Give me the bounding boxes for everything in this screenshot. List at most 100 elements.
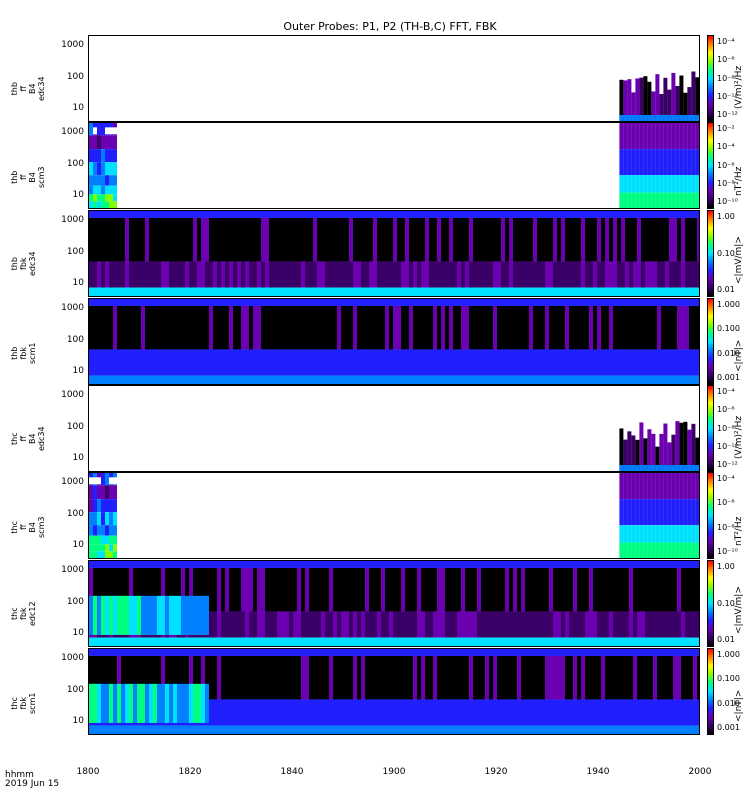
spectrogram-cell: [469, 561, 473, 568]
spectrogram-cell: [695, 542, 699, 558]
spectrogram-cell: [249, 261, 253, 288]
spectrogram-cell: [687, 499, 692, 526]
spectrogram-cell: [257, 611, 261, 638]
spectrogram-cell: [277, 211, 281, 218]
spectrogram-cell: [561, 287, 565, 296]
spectrogram-cell: [229, 567, 233, 612]
spectrogram-cell: [269, 611, 273, 638]
spectrogram-cell: [329, 655, 333, 700]
spectrogram-cell: [121, 349, 125, 376]
spectrogram-cell: [561, 725, 565, 734]
spectrogram-cell: [89, 637, 93, 646]
spectrogram-cell: [413, 211, 417, 218]
spectrogram-cell: [529, 217, 533, 262]
spectrogram-cell: [137, 299, 141, 306]
spectrogram-cell: [517, 725, 521, 734]
spectrogram-cell: [429, 305, 433, 350]
spectrogram-cell: [313, 349, 317, 376]
spectrogram-cell: [597, 375, 601, 384]
spectrogram-cell: [185, 261, 189, 288]
spectrogram-cell: [353, 299, 357, 306]
spectrogram-cell: [469, 567, 473, 612]
spectrogram-cell: [625, 567, 629, 612]
spectrogram-cell: [525, 287, 529, 296]
spectrogram-cell: [675, 499, 680, 526]
spectrogram-cell: [97, 637, 101, 646]
spectrogram-cell: [369, 649, 373, 656]
spectrogram-cell: [321, 375, 325, 384]
spectrogram-cell: [337, 725, 341, 734]
spectrogram-cell: [565, 349, 569, 376]
spectrogram-cell: [509, 299, 513, 306]
y-tick-label: 100: [66, 596, 84, 607]
spectrogram-cell: [297, 567, 301, 612]
spectrogram-cell: [289, 211, 293, 218]
spectrogram-cell: [269, 567, 273, 612]
spectrogram-cell: [113, 375, 117, 384]
spectrogram-cell: [669, 261, 673, 288]
y-tick-label: 1000: [61, 40, 84, 51]
spectrogram-cell: [345, 649, 349, 656]
spectrogram-cell: [93, 162, 97, 176]
spectrogram-cell: [545, 561, 549, 568]
spectrogram-cell: [577, 655, 581, 700]
spectrogram-cell: [317, 699, 321, 726]
spectrogram-cell: [153, 567, 157, 612]
spectrogram-cell: [97, 525, 101, 536]
spectrogram-cell: [101, 261, 105, 288]
spectrogram-cell: [441, 699, 445, 726]
spectrogram-cell: [629, 655, 633, 700]
spectrogram-cell: [369, 211, 373, 218]
spectrogram-cell: [325, 637, 329, 646]
spectrogram-cell: [345, 699, 349, 726]
spectrogram-cell: [617, 567, 621, 612]
spectrogram-cell: [217, 287, 221, 296]
spectrogram-cell: [329, 349, 333, 376]
spectrogram-cell: [533, 287, 537, 296]
spectrogram-cell: [201, 649, 205, 656]
spectrogram-cell: [205, 349, 209, 376]
spectrogram-cell: [647, 473, 652, 500]
spectrogram-cell: [633, 261, 637, 288]
spectrogram-cell: [225, 305, 229, 350]
spectrogram-cell: [541, 287, 545, 296]
spectrogram-cell: [277, 217, 281, 262]
spectrogram-cell: [565, 725, 569, 734]
spectrogram-cell: [635, 473, 640, 500]
spectrogram-cell: [609, 299, 613, 306]
panel-ylabel: thc fbk edc12: [10, 600, 37, 626]
spectrogram-cell: [97, 299, 101, 306]
spectrogram-cell: [401, 211, 405, 218]
spectrogram-cell: [641, 699, 645, 726]
spectrogram-cell: [457, 561, 461, 568]
spectrogram-cell: [101, 305, 105, 350]
spectrogram-cell: [663, 473, 668, 500]
spectrogram-cell: [645, 211, 649, 218]
spectrogram-cell: [221, 567, 225, 612]
spectrogram-cell: [457, 637, 461, 646]
spectrogram-cell: [265, 649, 269, 656]
spectrogram-cell: [651, 115, 656, 121]
spectrogram-cell: [273, 637, 277, 646]
spectrogram-cell: [273, 649, 277, 656]
spectrogram-cell: [101, 194, 105, 202]
spectrogram-cell: [693, 375, 697, 384]
spectrogram-cell: [209, 567, 213, 612]
spectrogram-cell: [669, 567, 673, 612]
spectrogram-cell: [293, 305, 297, 350]
spectrogram-cell: [521, 375, 525, 384]
spectrogram-cell: [113, 655, 117, 700]
spectrogram-cell: [137, 649, 141, 656]
spectrogram-cell: [623, 525, 628, 543]
spectrogram-cell: [169, 561, 173, 568]
spectrogram-cell: [357, 611, 361, 638]
spectrogram-cell: [525, 649, 529, 656]
spectrogram-cell: [613, 649, 617, 656]
spectrogram-cell: [241, 637, 245, 646]
spectrogram-cell: [609, 217, 613, 262]
spectrogram-cell: [485, 725, 489, 734]
spectrogram-cell: [193, 287, 197, 296]
spectrogram-cell: [229, 261, 233, 288]
colorbar-unit: nT²/Hz: [734, 166, 744, 196]
spectrogram-thc-ff-scm3: [88, 472, 700, 559]
